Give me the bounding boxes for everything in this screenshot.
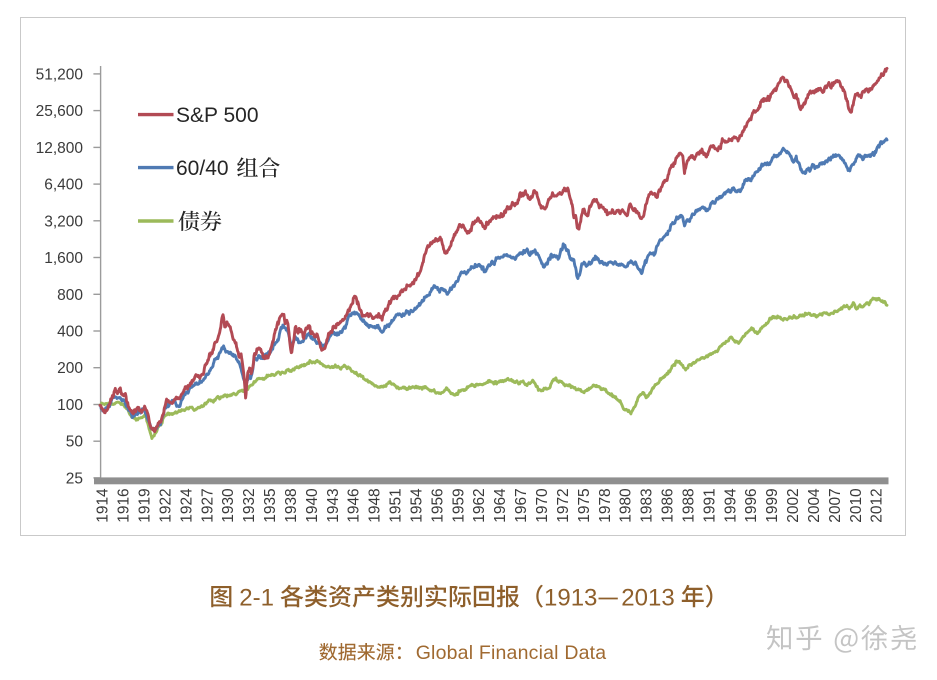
svg-text:1924: 1924 xyxy=(178,488,195,523)
svg-text:1914: 1914 xyxy=(95,488,112,523)
svg-text:1946: 1946 xyxy=(346,488,363,522)
svg-text:1951: 1951 xyxy=(388,488,405,522)
svg-text:1959: 1959 xyxy=(450,488,467,522)
svg-text:1994: 1994 xyxy=(722,488,739,523)
svg-text:1927: 1927 xyxy=(199,488,216,522)
svg-text:1967: 1967 xyxy=(513,488,530,522)
svg-text:1972: 1972 xyxy=(555,488,572,522)
svg-text:1913: 1913 xyxy=(544,584,597,611)
svg-text:1943: 1943 xyxy=(325,488,342,522)
svg-text:400: 400 xyxy=(57,324,83,341)
svg-text:2007: 2007 xyxy=(827,488,844,522)
svg-text:1991: 1991 xyxy=(701,488,718,522)
svg-text:1916: 1916 xyxy=(116,488,133,522)
svg-text:1975: 1975 xyxy=(576,488,593,522)
svg-text:1978: 1978 xyxy=(597,488,614,522)
svg-text:1938: 1938 xyxy=(283,488,300,522)
svg-text:1996: 1996 xyxy=(743,488,760,522)
svg-text:1,600: 1,600 xyxy=(44,250,83,267)
svg-text:800: 800 xyxy=(57,287,83,304)
svg-text:1954: 1954 xyxy=(409,488,426,523)
svg-text:2-1: 2-1 xyxy=(239,584,274,611)
svg-text:S&P 500: S&P 500 xyxy=(176,104,259,127)
svg-text:1970: 1970 xyxy=(534,488,551,523)
svg-text:6,400: 6,400 xyxy=(44,177,83,194)
svg-text:1983: 1983 xyxy=(639,488,656,522)
svg-text:25: 25 xyxy=(66,470,83,487)
svg-text:1980: 1980 xyxy=(618,488,635,523)
svg-text:1962: 1962 xyxy=(471,488,488,522)
svg-text:2012: 2012 xyxy=(869,488,886,522)
svg-text:1988: 1988 xyxy=(680,488,697,522)
svg-text:1935: 1935 xyxy=(262,488,279,522)
svg-text:1932: 1932 xyxy=(241,488,258,522)
svg-text:200: 200 xyxy=(57,360,83,377)
svg-text:12,800: 12,800 xyxy=(36,140,84,157)
svg-text:1986: 1986 xyxy=(660,488,677,522)
svg-text:3,200: 3,200 xyxy=(44,213,83,230)
svg-text:1930: 1930 xyxy=(220,488,237,523)
svg-text:2013: 2013 xyxy=(621,584,674,611)
svg-text:2010: 2010 xyxy=(848,488,865,523)
svg-text:50: 50 xyxy=(66,434,84,451)
svg-text:1999: 1999 xyxy=(764,488,781,522)
svg-text:1919: 1919 xyxy=(137,488,154,522)
svg-text:51,200: 51,200 xyxy=(36,66,84,83)
svg-text:1964: 1964 xyxy=(492,488,509,523)
svg-text:25,600: 25,600 xyxy=(36,103,84,120)
svg-text:1956: 1956 xyxy=(429,488,446,522)
svg-text:100: 100 xyxy=(57,397,83,414)
svg-text:2002: 2002 xyxy=(785,488,802,522)
svg-text:1922: 1922 xyxy=(158,488,175,522)
svg-text:2004: 2004 xyxy=(806,488,823,523)
svg-text:Global Financial Data: Global Financial Data xyxy=(416,642,607,664)
svg-text:60/40: 60/40 xyxy=(176,157,229,180)
svg-text:1940: 1940 xyxy=(304,488,321,523)
svg-text:1948: 1948 xyxy=(367,488,384,522)
